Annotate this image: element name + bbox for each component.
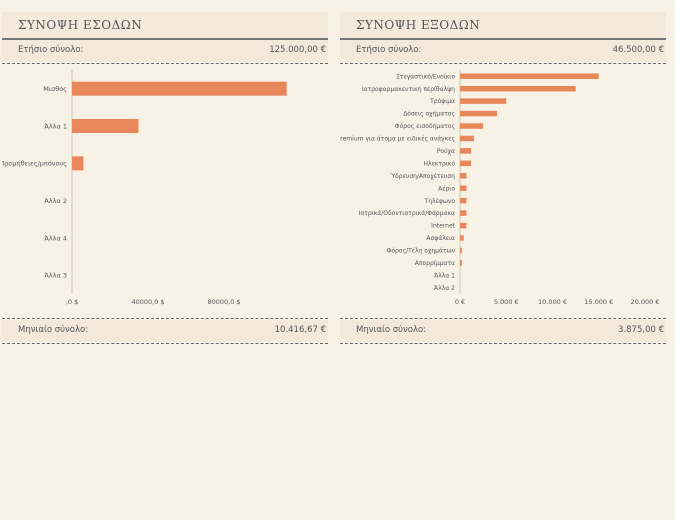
income-x-tick-label: ,0 $ — [66, 298, 78, 306]
expense-bar — [460, 73, 599, 79]
expense-category-label: Στεγαστικό/Ενοίκιο — [396, 73, 455, 80]
income-annual-value: 125.000,00 € — [269, 45, 326, 55]
expense-chart: Στεγαστικό/Ενοίκιο Ιατροφαρμακευτική περί… — [337, 66, 666, 318]
expense-bar — [460, 197, 467, 204]
expense-title-rule — [340, 38, 666, 40]
income-monthly-label: Μηνιαίο σύνολο: — [18, 325, 89, 335]
expense-category-label: Ύδρευση/Αποχέτευση — [389, 173, 455, 180]
expense-category-label: Premium για άτομα με ειδικές ανάγκες — [340, 136, 455, 143]
expense-category-label: Απορρίμματα — [415, 260, 455, 267]
expense-monthly-top-rule — [340, 318, 666, 319]
income-annual-label: Ετήσιο σύνολο: — [18, 45, 84, 55]
expense-bar — [460, 123, 484, 129]
expense-bar — [460, 148, 472, 154]
income-category-label: Άλλα 2 — [44, 197, 67, 205]
expense-bar — [460, 160, 472, 167]
expense-category-label: Φόρος/Τέλη οχημάτων — [387, 248, 456, 255]
expense-category-label: Αέριο — [438, 185, 455, 192]
expense-annual-row: Ετήσιο σύνολο: 46.500,00 € — [340, 40, 666, 62]
expense-bar — [460, 173, 467, 179]
expense-category-label: Ιατροφαρμακευτική περίθαλψη — [362, 86, 455, 93]
expense-category-label: Internet — [431, 223, 455, 230]
expense-bar-chart: Στεγαστικό/Ενοίκιο Ιατροφαρμακευτική περί… — [337, 70, 660, 306]
expense-annual-rule — [340, 63, 666, 64]
income-category-label: Μισθός — [43, 85, 67, 93]
expense-annual-value: 46.500,00 € — [612, 45, 664, 55]
income-monthly-row: Μηνιαίο σύνολο: 10.416,67 € — [2, 320, 328, 342]
income-x-tick-label: 80000,0 $ — [207, 298, 240, 306]
income-annual-row: Ετήσιο σύνολο: 125.000,00 € — [2, 40, 328, 62]
expense-title-bar: ΣΥΝΟΨΗ ΕΞΟΔΩΝ — [340, 12, 666, 38]
income-monthly-bottom-rule — [2, 343, 328, 344]
expense-bar — [460, 85, 576, 92]
expense-bar — [460, 260, 462, 266]
expense-category-label: Ηλεκτρικό — [424, 160, 456, 167]
income-monthly-value: 10.416,67 € — [274, 325, 326, 335]
income-annual-rule — [2, 63, 328, 64]
expense-bar — [460, 98, 507, 104]
expense-category-label: Τηλέφωνο — [424, 198, 456, 205]
income-monthly-top-rule — [2, 318, 328, 319]
expense-category-label: Ρούχα — [437, 148, 455, 155]
income-title: ΣΥΝΟΨΗ ΕΣΟΔΩΝ — [18, 18, 143, 32]
expense-title: ΣΥΝΟΨΗ ΕΞΟΔΩΝ — [356, 18, 481, 32]
expense-summary-panel: ΣΥΝΟΨΗ ΕΞΟΔΩΝ Ετήσιο σύνολο: 46.500,00 €… — [337, 12, 666, 347]
income-summary-panel: ΣΥΝΟΨΗ ΕΣΟΔΩΝ Ετήσιο σύνολο: 125.000,00 … — [0, 12, 328, 347]
expense-category-label: Ιατρικά/Οδοντιατρικά/Φάρμακα — [359, 210, 455, 217]
income-category-label: Άλλα 3 — [44, 272, 67, 280]
income-bar — [72, 119, 139, 133]
income-bar — [72, 81, 287, 96]
income-category-label: Άλλα 1 — [44, 122, 67, 130]
expense-bar — [460, 235, 464, 241]
expense-monthly-row: Μηνιαίο σύνολο: 3.875,00 € — [340, 320, 666, 342]
expense-bar — [460, 110, 497, 117]
expense-category-label: Τρόφιμα — [429, 98, 455, 105]
expense-bar — [460, 222, 467, 229]
expense-bar — [460, 135, 474, 142]
expense-monthly-bottom-rule — [340, 343, 666, 344]
income-title-bar: ΣΥΝΟΨΗ ΕΣΟΔΩΝ — [2, 12, 328, 38]
income-category-label: Άλλα 4 — [44, 234, 67, 242]
expense-monthly-label: Μηνιαίο σύνολο: — [356, 325, 427, 335]
expense-bar — [460, 210, 467, 216]
expense-x-tick-label: 0 € — [455, 298, 465, 306]
expense-x-tick-label: 5.000 € — [494, 298, 519, 306]
expense-bar — [460, 185, 467, 191]
expense-category-label: Άλλα 1 — [434, 272, 455, 279]
income-bar — [72, 156, 84, 171]
expense-x-tick-label: 20.000 € — [631, 298, 660, 306]
expense-bar — [460, 247, 462, 254]
expense-category-label: Φόρος εισοδήματος — [395, 123, 455, 130]
expense-x-tick-label: 15.000 € — [584, 298, 613, 306]
income-x-tick-label: 40000,0 $ — [131, 298, 164, 306]
expense-x-tick-label: 10.000 € — [538, 298, 567, 306]
expense-category-label: Ασφάλεια — [426, 235, 455, 242]
page-background — [0, 360, 675, 520]
income-category-label: Προμήθειες/μπόνους — [2, 160, 67, 168]
expense-category-label: Άλλα 2 — [434, 285, 455, 292]
expense-monthly-value: 3.875,00 € — [618, 325, 664, 335]
income-chart: Μισθός Άλλα 1 Προμήθειες/μπόνους Άλλα 2 Άλλα… — [0, 66, 328, 318]
expense-annual-label: Ετήσιο σύνολο: — [356, 45, 422, 55]
income-title-rule — [2, 38, 328, 40]
income-bar-chart: Μισθός Άλλα 1 Προμήθειες/μπόνους Άλλα 2 Άλλα… — [0, 70, 287, 306]
expense-category-label: Δόσεις οχήματος — [403, 111, 455, 118]
